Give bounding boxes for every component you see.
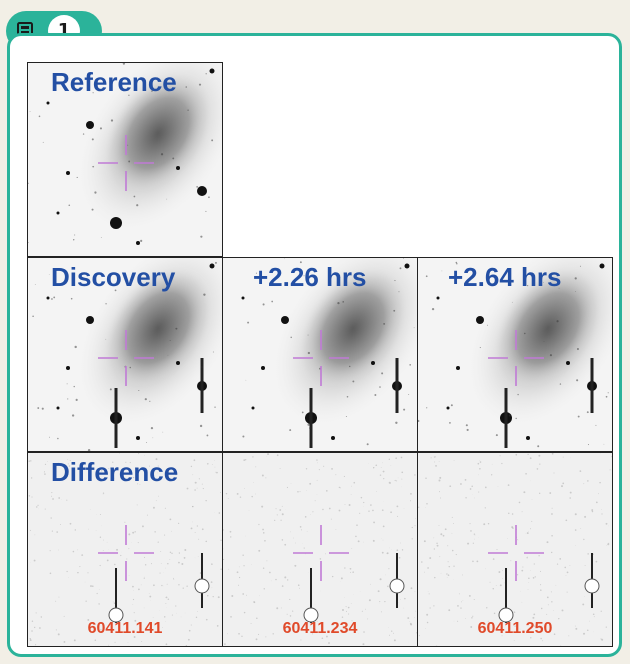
timestamp-3: 60411.250 [477,620,553,637]
epoch-3-panel: +2.64 hrs [417,257,613,452]
epoch-2-panel: +2.26 hrs [222,257,418,452]
discovery-label: Discovery [51,262,176,292]
difference-panel-1: Difference 60411.141 [27,452,223,647]
difference-panel-3: 60411.250 [417,452,613,647]
epoch-3-label: +2.64 hrs [448,262,562,292]
reference-panel: Reference [27,62,223,257]
discovery-panel: Discovery [27,257,223,452]
epoch-2-label: +2.26 hrs [253,262,367,292]
reference-label: Reference [51,67,177,97]
difference-panel-2: 60411.234 [222,452,418,647]
timestamp-1: 60411.141 [87,620,163,637]
timestamp-2: 60411.234 [282,620,358,637]
difference-label: Difference [51,457,179,487]
